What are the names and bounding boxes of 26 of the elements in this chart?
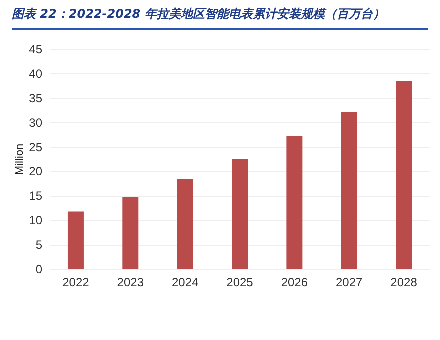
y-axis-title: Million [14,144,26,176]
y-tick-label: 35 [29,91,43,106]
x-tick-label: 2025 [226,276,254,290]
bar [341,112,358,269]
bar [232,159,248,269]
x-tick-label: 2023 [117,276,144,290]
bar [177,179,194,269]
x-tick-label: 2024 [172,276,199,290]
y-tick-label: 0 [36,262,43,276]
x-tick-label: 2026 [281,276,308,290]
bar [68,212,84,269]
bar [122,197,139,269]
x-tick-label: 2028 [390,276,418,290]
y-tick-label: 10 [29,214,43,228]
y-tick-label: 20 [29,164,43,179]
y-tick-label: 15 [29,189,43,204]
y-tick-label: 30 [29,116,43,130]
y-tick-label: 25 [29,140,43,154]
x-tick-label: 2027 [336,276,364,290]
chart-title: 图表 22：2022-2028 年拉美地区智能电表累计安装规模（百万台） [12,6,428,30]
y-tick-label: 45 [29,42,43,56]
bar [286,136,303,269]
bar [396,81,412,269]
x-tick-label: 2022 [62,276,90,290]
y-tick-label: 40 [29,66,43,81]
y-tick-label: 5 [36,238,43,252]
